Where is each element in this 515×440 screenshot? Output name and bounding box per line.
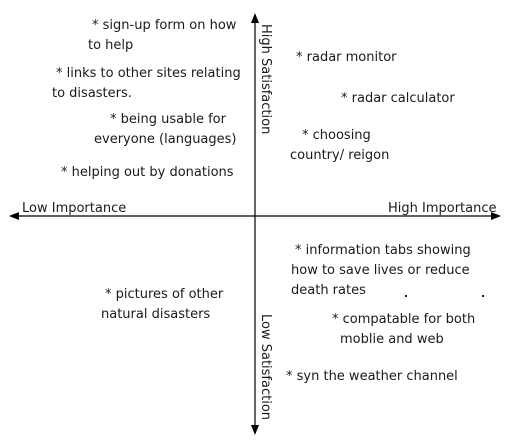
note-weather-channel: * syn the weather channel (286, 367, 458, 387)
note-line: how to save lives or reduce (291, 263, 470, 278)
note-line: * syn the weather channel (286, 369, 458, 384)
note-sign-up-form: * sign-up form on how to help (88, 16, 236, 56)
horizontal-axis-right-arrowhead (491, 212, 501, 220)
note-line: * sign-up form on how (92, 18, 237, 33)
note-radar-calculator: * radar calculator (341, 89, 455, 109)
horizontal-axis-left-arrowhead (9, 212, 19, 220)
note-line: country/ reigon (290, 148, 390, 163)
note-line: * radar monitor (296, 50, 397, 65)
note-information-tabs: * information tabs showing how to save l… (291, 241, 471, 301)
stray-mark (482, 295, 484, 297)
note-helping-by-donations: * helping out by donations (61, 163, 234, 183)
note-compatible-mobile-web: * compatable for both moblie and web (332, 310, 475, 350)
note-line: to disasters. (52, 86, 132, 101)
note-radar-monitor: * radar monitor (296, 48, 397, 68)
axis-label-low-satisfaction: Low Satisfaction (258, 314, 273, 421)
vertical-axis-top-arrowhead (251, 13, 259, 23)
note-line: moblie and web (340, 332, 444, 347)
axis-label-low-importance: Low Importance (22, 201, 127, 216)
note-line: to help (88, 38, 134, 53)
note-line: * radar calculator (341, 91, 455, 106)
note-line: natural disasters (101, 307, 211, 322)
note-choosing-country: * choosing country/ reigon (290, 126, 389, 166)
vertical-axis-bottom-arrowhead (251, 425, 259, 435)
note-line: * helping out by donations (61, 165, 234, 180)
note-line: * choosing (302, 128, 371, 143)
note-pictures-of-disasters: * pictures of other natural disasters (101, 285, 223, 325)
axis-label-high-satisfaction: High Satisfaction (258, 24, 273, 135)
note-line: death rates (291, 283, 366, 298)
note-links-to-other-sites: * links to other sites relating to disas… (52, 64, 241, 104)
note-line: * compatable for both (332, 312, 476, 327)
note-usable-for-everyone: * being usable for everyone (languages) (94, 110, 237, 150)
note-line: * information tabs showing (295, 243, 471, 258)
stray-mark (405, 295, 407, 297)
note-line: * pictures of other (105, 287, 224, 302)
note-line: * being usable for (110, 112, 226, 127)
axis-label-high-importance: High Importance (388, 201, 497, 216)
note-line: everyone (languages) (94, 132, 237, 147)
note-line: * links to other sites relating (56, 66, 241, 81)
